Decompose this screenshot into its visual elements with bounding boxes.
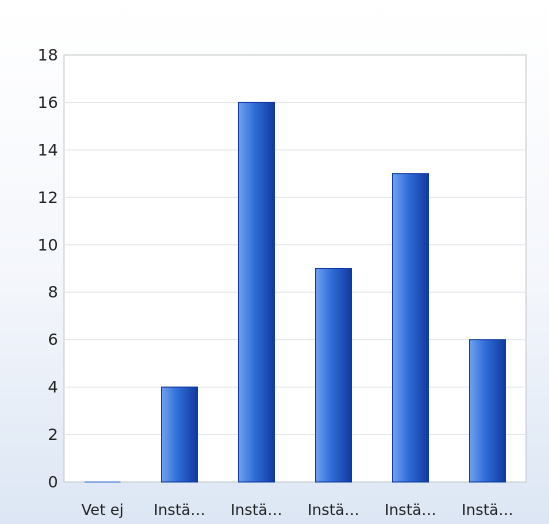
y-tick-label: 0 (48, 473, 58, 492)
y-tick-label: 6 (48, 330, 58, 349)
bar (392, 173, 429, 483)
x-category-label: Instä… (308, 501, 360, 519)
y-tick-label: 8 (48, 283, 58, 302)
bar (238, 101, 275, 483)
gridlines (64, 101, 526, 436)
x-category-label: Instä… (462, 501, 514, 519)
y-tick-label: 12 (38, 188, 58, 207)
x-category-label: Instä… (154, 501, 206, 519)
y-tick-label: 10 (38, 235, 58, 254)
x-category-label: Instä… (231, 501, 283, 519)
x-category-label: Instä… (385, 501, 437, 519)
bar (315, 268, 352, 483)
x-category-label: Vet ej (81, 501, 123, 519)
y-axis: 0 2 4 6 8 10 12 14 16 18 (38, 46, 58, 492)
x-axis: Vet ej Instä… Instä… Instä… Instä… Instä… (81, 501, 513, 519)
y-tick-label: 4 (48, 378, 58, 397)
y-tick-label: 18 (38, 46, 58, 65)
bars (84, 101, 506, 483)
y-tick-label: 16 (38, 93, 58, 112)
y-tick-label: 2 (48, 425, 58, 444)
bar (161, 386, 198, 483)
bar (469, 339, 506, 483)
y-tick-label: 14 (38, 140, 58, 159)
plot-area (63, 54, 527, 483)
